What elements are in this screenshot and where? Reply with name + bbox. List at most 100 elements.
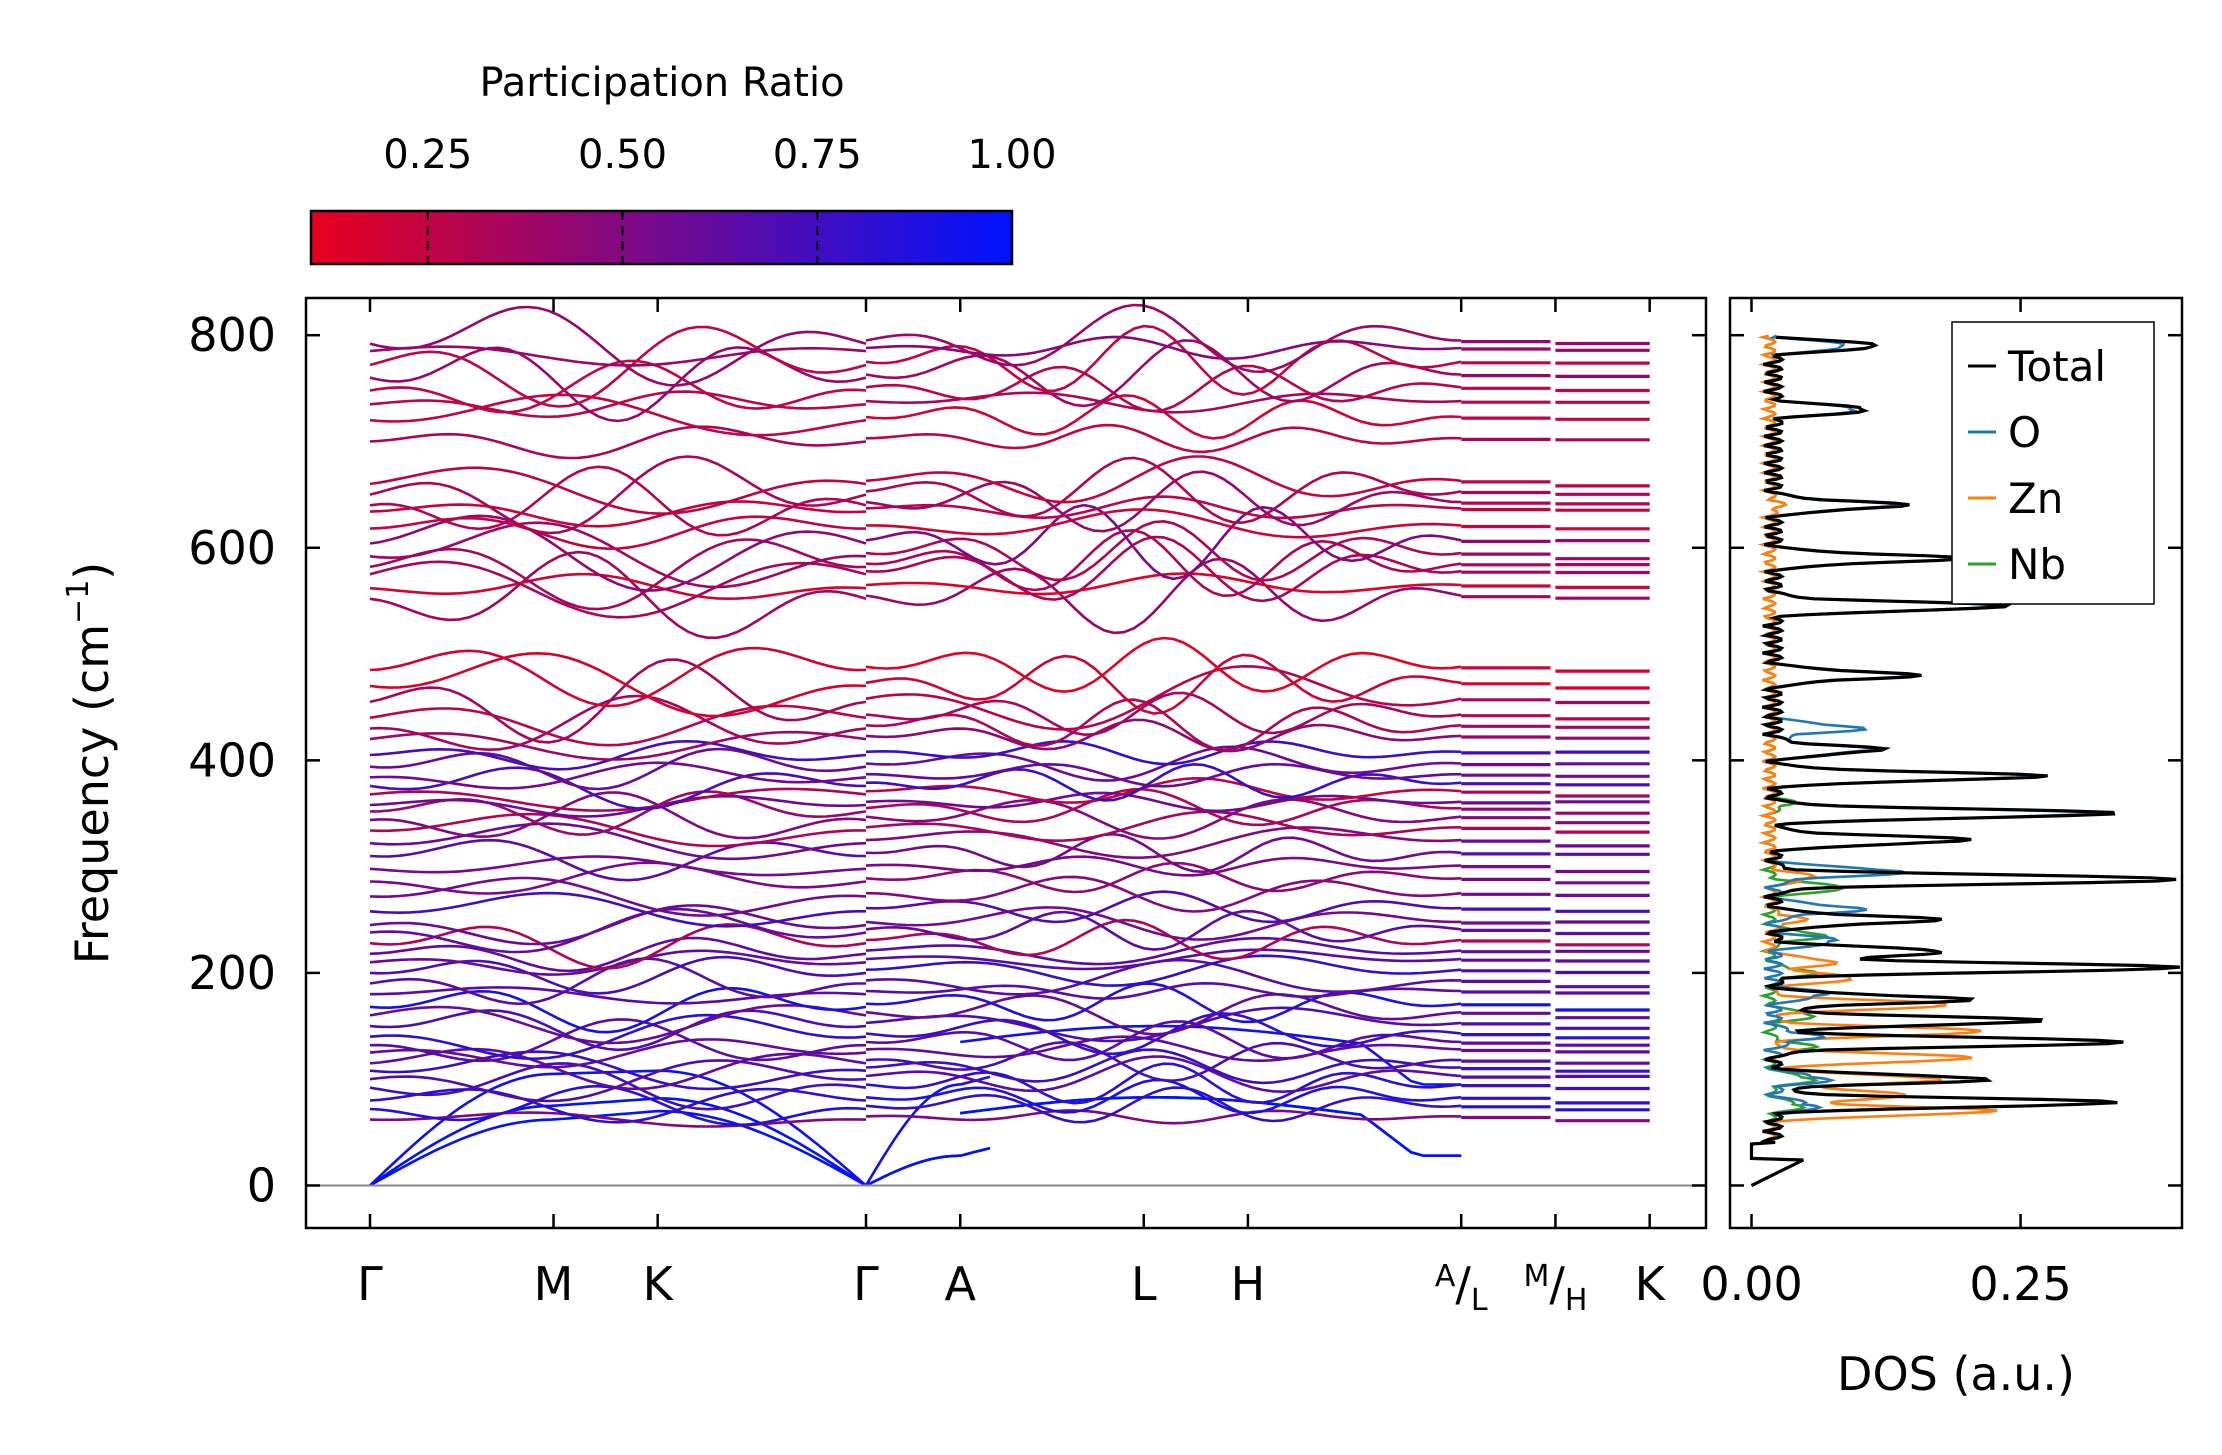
phonon-branch bbox=[865, 776, 1462, 804]
phonon-branch bbox=[369, 787, 867, 812]
phonon-branch bbox=[865, 906, 1462, 941]
phonon-branch bbox=[865, 364, 1462, 413]
y-axis-label: Frequency (cm−1) bbox=[61, 562, 119, 965]
dos-panel: 0.00 0.25 DOS (a.u.) Total O Zn Nb bbox=[1700, 296, 2184, 1401]
phonon-branches bbox=[369, 303, 1650, 1187]
phonon-branch bbox=[865, 810, 1462, 843]
dos-axes-frame bbox=[1728, 296, 2184, 1230]
phonon-branch bbox=[865, 909, 1462, 951]
phonon-branch bbox=[865, 664, 1462, 731]
phonon-branch bbox=[865, 503, 1462, 581]
phonon-branch bbox=[865, 1040, 1462, 1083]
phonon-branch bbox=[865, 855, 1462, 877]
phonon-branch bbox=[865, 691, 1462, 737]
colorbar-tick-label: 1.00 bbox=[967, 132, 1056, 178]
dos-axis-ticks: 0.00 0.25 bbox=[1700, 298, 2182, 1311]
phonon-branch bbox=[865, 339, 1462, 408]
phonon-branch bbox=[369, 1111, 867, 1128]
colorbar-tick-label: 0.25 bbox=[383, 132, 472, 178]
phonon-branch bbox=[865, 324, 1462, 396]
dos-x-tick-label: 0.25 bbox=[1969, 1257, 2071, 1311]
phonon-branch bbox=[369, 855, 867, 877]
phonon-branch bbox=[865, 557, 1462, 635]
y-tick-label: 400 bbox=[188, 733, 276, 787]
phonon-branch bbox=[864, 1075, 991, 1187]
phonon-branch bbox=[369, 791, 867, 840]
phonon-branch bbox=[865, 826, 1462, 860]
phonon-branch bbox=[369, 425, 867, 460]
phonon-branch bbox=[369, 876, 867, 917]
phonon-branch bbox=[865, 1146, 991, 1187]
legend-frame bbox=[1951, 321, 2155, 605]
qpoint-label: H bbox=[1231, 1257, 1266, 1311]
phonon-branch bbox=[369, 390, 867, 419]
phonon-branch bbox=[865, 739, 1462, 766]
phonon-branch bbox=[369, 1003, 867, 1045]
qpoint-label: A bbox=[945, 1257, 977, 1311]
phonon-branch bbox=[865, 762, 1462, 802]
phonon-branch bbox=[369, 1018, 867, 1063]
legend-items: Total O Zn Nb bbox=[1968, 342, 2106, 589]
qpoint-label: M bbox=[534, 1257, 574, 1311]
phonon-branch bbox=[369, 812, 867, 848]
phonon-branch bbox=[369, 747, 867, 791]
phonon-branch bbox=[865, 982, 1462, 1024]
qpoint-label-combined: M/H bbox=[1523, 1257, 1587, 1318]
phonon-branch bbox=[369, 560, 867, 619]
y-tick-label: 0 bbox=[247, 1158, 276, 1212]
legend-label: Zn bbox=[2008, 474, 2063, 523]
phonon-branch bbox=[369, 949, 867, 976]
phonon-branch bbox=[369, 550, 867, 639]
phonon-branch bbox=[369, 1047, 867, 1091]
phonon-branch bbox=[369, 761, 867, 790]
phonon-branch bbox=[369, 500, 867, 528]
phonon-branch bbox=[865, 394, 1462, 440]
phonon-branch bbox=[369, 739, 867, 771]
dos-legend: Total O Zn Nb bbox=[1951, 321, 2155, 605]
qpoint-label: L bbox=[1131, 1257, 1157, 1311]
qpoint-label: K bbox=[1635, 1257, 1667, 1311]
phonon-branch bbox=[865, 508, 1462, 539]
legend-label: Nb bbox=[2008, 540, 2066, 589]
colorbar-gradient bbox=[309, 209, 1014, 266]
phonon-branch bbox=[369, 923, 867, 970]
dos-curves bbox=[1749, 334, 2180, 1187]
phonon-branch bbox=[369, 1038, 867, 1069]
phonon-branch bbox=[369, 514, 867, 592]
phonon-branch bbox=[369, 466, 867, 515]
phonon-branch bbox=[369, 359, 867, 414]
dos-x-tick-label: 0.00 bbox=[1700, 1257, 1802, 1311]
phonon-branch bbox=[865, 456, 1462, 524]
phonon-branch bbox=[369, 891, 866, 928]
phonon-branch bbox=[865, 519, 1462, 582]
phonon-branch bbox=[369, 704, 867, 747]
phonon-branch bbox=[865, 993, 1462, 1036]
qpoint-label: Γ bbox=[853, 1257, 879, 1311]
phonon-branch bbox=[369, 794, 867, 818]
phonon-branch bbox=[865, 890, 1462, 924]
qpoint-label: K bbox=[643, 1257, 675, 1311]
phonon-branch bbox=[960, 1096, 1462, 1157]
y-tick-label: 800 bbox=[188, 308, 276, 362]
phonon-branch bbox=[865, 1055, 1462, 1094]
phonon-branch bbox=[865, 572, 1462, 596]
phonon-branch bbox=[865, 762, 1462, 788]
phonon-branch bbox=[865, 1020, 1462, 1062]
phonon-branch bbox=[865, 1035, 1462, 1063]
phonon-branch bbox=[865, 1012, 1462, 1056]
qpoint-label: Γ bbox=[357, 1257, 383, 1311]
phonon-branch bbox=[369, 646, 867, 708]
phonon-branch bbox=[865, 303, 1462, 374]
colorbar-tick-label: 0.75 bbox=[773, 132, 862, 178]
phonon-branch bbox=[369, 572, 867, 601]
phonon-branch bbox=[865, 423, 1462, 454]
colorbar-tick-label: 0.50 bbox=[578, 132, 667, 178]
phonon-branch bbox=[369, 1087, 867, 1124]
phonon-branch bbox=[865, 745, 1462, 782]
phonon-branch bbox=[865, 1109, 1462, 1125]
legend-label: O bbox=[2008, 408, 2041, 457]
phonon-branch bbox=[369, 838, 867, 882]
phonon-branch bbox=[369, 1050, 867, 1091]
phonon-branch bbox=[865, 1048, 1462, 1085]
